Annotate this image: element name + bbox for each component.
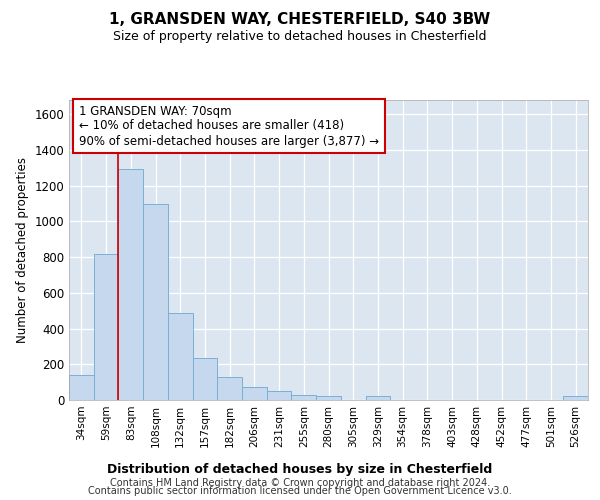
Text: Contains HM Land Registry data © Crown copyright and database right 2024.: Contains HM Land Registry data © Crown c… [110,478,490,488]
Text: Distribution of detached houses by size in Chesterfield: Distribution of detached houses by size … [107,462,493,475]
Text: 1 GRANSDEN WAY: 70sqm
← 10% of detached houses are smaller (418)
90% of semi-det: 1 GRANSDEN WAY: 70sqm ← 10% of detached … [79,104,380,148]
Bar [118,169,143,400]
Bar [292,394,316,400]
Bar [242,386,267,400]
Bar [143,204,168,400]
Text: 1, GRANSDEN WAY, CHESTERFIELD, S40 3BW: 1, GRANSDEN WAY, CHESTERFIELD, S40 3BW [109,12,491,28]
Bar [217,377,242,400]
Y-axis label: Number of detached properties: Number of detached properties [16,157,29,343]
Bar [316,396,341,400]
Bar [267,391,292,400]
Bar [365,396,390,400]
Bar [563,396,588,400]
Bar [94,254,118,400]
Bar [193,358,217,400]
Bar [168,312,193,400]
Bar [69,375,94,400]
Text: Size of property relative to detached houses in Chesterfield: Size of property relative to detached ho… [113,30,487,43]
Text: Contains public sector information licensed under the Open Government Licence v3: Contains public sector information licen… [88,486,512,496]
